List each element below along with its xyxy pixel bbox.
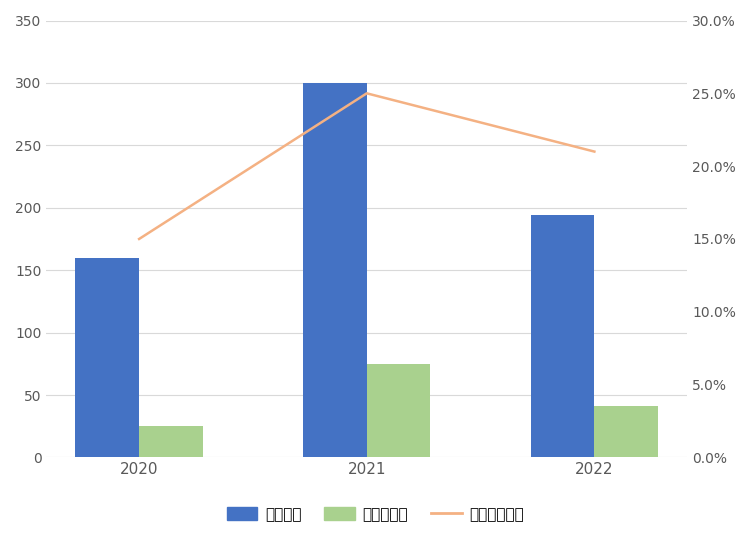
Bar xyxy=(139,426,203,458)
Bar xyxy=(75,258,139,458)
抽查不合格率 xyxy=(590,148,599,155)
Bar xyxy=(594,406,658,458)
Line: 抽查不合格率: 抽查不合格率 xyxy=(139,94,594,239)
抽查不合格率 xyxy=(134,236,143,242)
Bar xyxy=(303,83,366,458)
Bar xyxy=(531,215,594,458)
Legend: 检验批次, 不合格批次, 抽查不合格率: 检验批次, 不合格批次, 抽查不合格率 xyxy=(221,501,530,528)
Bar xyxy=(366,364,430,458)
抽查不合格率 xyxy=(362,90,371,97)
